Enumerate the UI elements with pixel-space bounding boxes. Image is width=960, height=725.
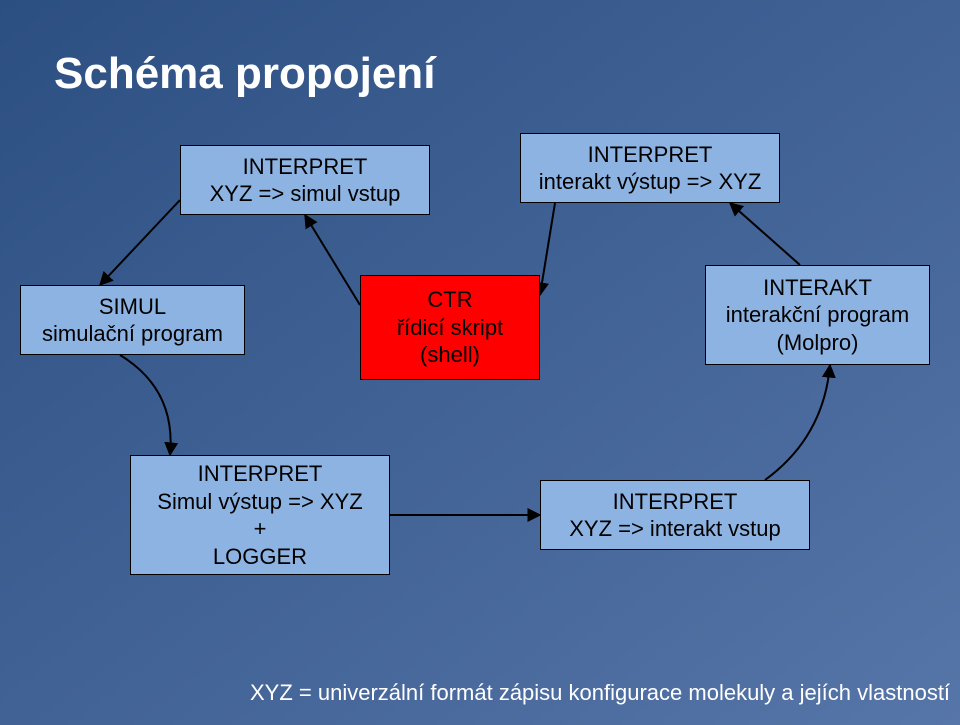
node-interakt: INTERAKT interakční program (Molpro) [705,265,930,365]
node-ctr: CTR řídicí skript (shell) [360,275,540,380]
footer-note: XYZ = univerzální formát zápisu konfigur… [250,680,950,706]
node-interpret_logger: INTERPRET Simul výstup => XYZ + LOGGER [130,455,390,575]
node-interpret_out: INTERPRET interakt výstup => XYZ [520,133,780,203]
slide-title: Schéma propojení [54,49,435,99]
node-interpret_in: INTERPRET XYZ => simul vstup [180,145,430,215]
node-interpret_xyz_interakt: INTERPRET XYZ => interakt vstup [540,480,810,550]
node-simul: SIMUL simulační program [20,285,245,355]
